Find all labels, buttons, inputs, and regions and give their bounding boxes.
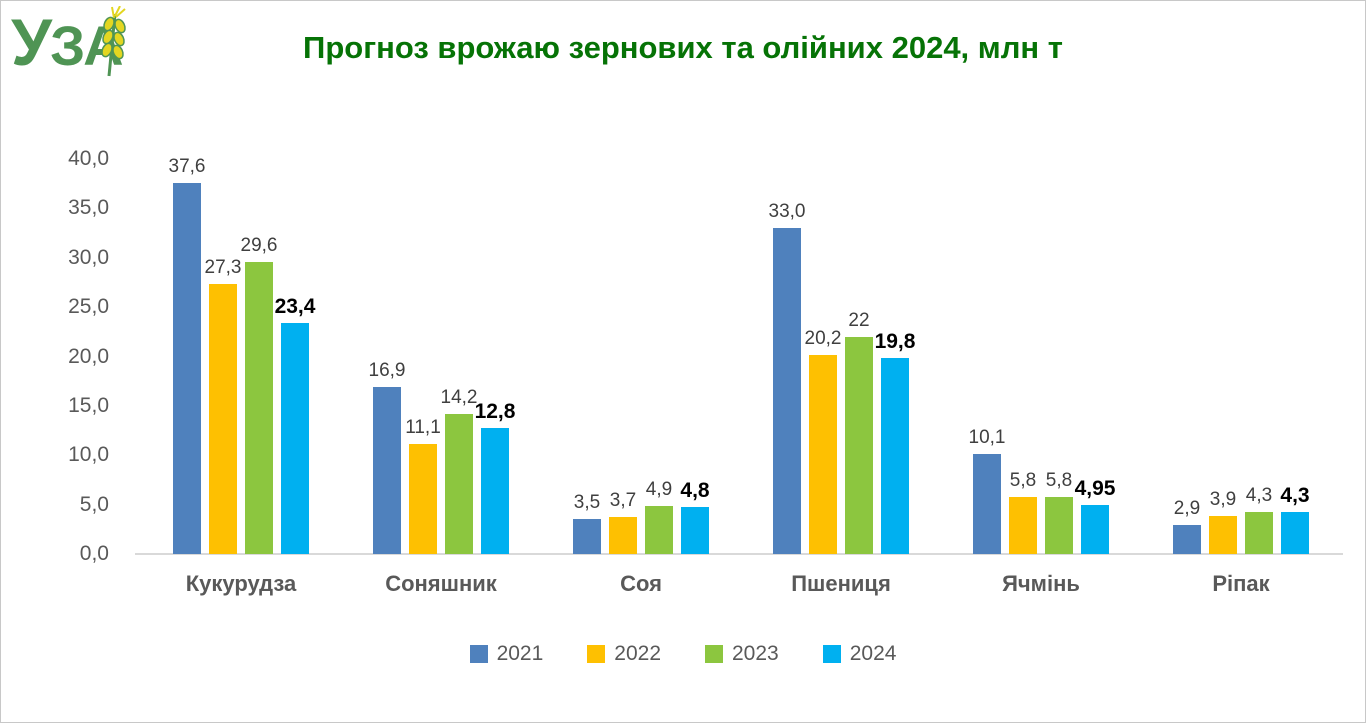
legend-item-2024: 2024 (822, 641, 897, 667)
data-label-2022-Соя: 3,7 (609, 490, 637, 512)
bar-2023-Кукурудза (245, 261, 273, 554)
legend-swatch-icon (822, 645, 841, 663)
y-axis: 40,0 35,0 30,0 25,0 20,0 15,0 10,0 5,0 0,0 (1, 147, 119, 565)
wheat-ear-icon (98, 5, 128, 94)
bar-2024-Пшениця (881, 358, 909, 554)
bar-group-3: 3,5 3,7 4,9 4,8 (573, 159, 710, 554)
bar-2024-Кукурудза (281, 322, 309, 554)
bar-2023-Соняшник (445, 413, 473, 554)
data-label-2022-Ріпак: 3,9 (1209, 488, 1237, 510)
uza-logo: УЗА (11, 5, 126, 85)
data-label-2022-Кукурудза: 27,3 (204, 257, 242, 279)
legend-label: 2021 (496, 642, 544, 665)
legend-label: 2024 (849, 642, 897, 665)
bar-group-5: 10,1 5,8 5,8 4,95 (969, 159, 1115, 554)
data-label-2024-Соняшник: 12,8 (474, 399, 516, 423)
data-label-2023-Соняшник: 14,2 (440, 386, 478, 408)
legend-item-2023: 2023 (705, 641, 779, 667)
legend-swatch-icon (469, 645, 488, 663)
data-label-2023-Ячмінь: 5,8 (1045, 469, 1073, 491)
data-label-2023-Кукурудза: 29,6 (240, 234, 278, 256)
bar-2021-Соняшник (373, 387, 401, 554)
x-axis-line (135, 553, 1343, 555)
bar-group-6: 2,9 3,9 4,3 4,3 (1173, 159, 1310, 554)
bar-2021-Ячмінь (973, 454, 1001, 554)
bar-2021-Соя (573, 519, 601, 554)
data-label-2021-Ячмінь: 10,1 (968, 427, 1006, 449)
bar-2023-Ріпак (1245, 511, 1273, 554)
data-label-2024-Соя: 4,8 (680, 478, 710, 502)
data-label-2023-Соя: 4,9 (645, 478, 673, 500)
bar-2023-Пшениця (845, 336, 873, 554)
bar-2024-Ячмінь (1081, 505, 1109, 554)
bar-group-2: 16,9 11,1 14,2 12,8 (369, 159, 515, 554)
bar-2022-Соняшник (409, 444, 437, 554)
legend-item-2022: 2022 (587, 641, 661, 667)
y-tick-label: 40,0 (68, 147, 109, 170)
category-label-Пшениця: Пшениця (791, 571, 891, 596)
legend: 2021 2022 2023 2024 (1, 637, 1365, 671)
y-tick-label: 25,0 (68, 295, 109, 319)
data-label-2021-Соя: 3,5 (573, 492, 601, 514)
y-tick-label: 30,0 (68, 245, 109, 269)
chart-title: Прогноз врожаю зернових та олійних 2024,… (303, 30, 1063, 65)
x-axis-labels: Кукурудза Соняшник Соя Пшениця Ячмінь Ріпак (141, 571, 1341, 603)
bar-2024-Соя (681, 506, 709, 554)
category-label-Ячмінь: Ячмінь (1002, 571, 1080, 596)
data-label-2023-Пшениця: 22 (848, 309, 870, 331)
data-label-2023-Ріпак: 4,3 (1245, 484, 1273, 506)
bar-2021-Кукурудза (173, 182, 201, 554)
data-label-2021-Кукурудза: 37,6 (168, 155, 206, 177)
data-label-2021-Соняшник: 16,9 (368, 360, 406, 382)
y-tick-label: 20,0 (68, 344, 109, 368)
y-tick-label: 15,0 (68, 393, 109, 417)
legend-swatch-icon (587, 645, 606, 663)
category-label-Соя: Соя (620, 571, 662, 596)
bar-2022-Кукурудза (209, 284, 237, 554)
legend-swatch-icon (705, 645, 723, 663)
y-tick-label: 5,0 (79, 492, 109, 516)
bar-group-4: 33,0 20,2 22 19,8 (769, 159, 915, 554)
bar-2024-Соняшник (481, 427, 509, 554)
y-tick-label: 10,0 (68, 443, 109, 467)
data-label-2024-Пшениця: 19,8 (874, 330, 916, 354)
bar-2021-Пшениця (773, 228, 801, 554)
data-label-2022-Ячмінь: 5,8 (1009, 469, 1037, 491)
data-label-2022-Пшениця: 20,2 (804, 327, 842, 349)
y-tick-label: 0,0 (79, 542, 109, 565)
bar-2022-Ріпак (1209, 515, 1237, 554)
category-label-Соняшник: Соняшник (385, 571, 497, 596)
data-label-2021-Пшениця: 33,0 (768, 201, 806, 223)
data-label-2024-Ріпак: 4,3 (1280, 483, 1310, 507)
legend-label: 2022 (614, 642, 661, 665)
data-label-2022-Соняшник: 11,1 (405, 417, 441, 439)
data-label-2024-Ячмінь: 4,95 (1074, 477, 1116, 501)
data-label-2024-Кукурудза: 23,4 (274, 294, 316, 318)
plot-area: 37,6 27,3 29,6 23,4 16,9 11,1 14,2 12,8 3,5 3,7 4,… (135, 156, 1343, 555)
legend-label: 2023 (732, 642, 779, 665)
category-label-Кукурудза: Кукурудза (185, 571, 297, 596)
bar-2023-Соя (645, 505, 673, 554)
bar-2022-Соя (609, 517, 637, 554)
bar-2022-Пшениця (809, 354, 837, 554)
bar-2022-Ячмінь (1009, 496, 1037, 554)
uza-logo-text: УЗА (11, 5, 126, 96)
y-tick-label: 35,0 (68, 196, 109, 220)
data-label-2021-Ріпак: 2,9 (1173, 498, 1201, 520)
bar-2024-Ріпак (1281, 511, 1309, 554)
bar-group-1: 37,6 27,3 29,6 23,4 (169, 156, 315, 554)
bar-2021-Ріпак (1173, 525, 1201, 554)
legend-item-2021: 2021 (469, 641, 544, 667)
category-label-Ріпак: Ріпак (1212, 571, 1270, 596)
bar-2023-Ячмінь (1045, 496, 1073, 554)
